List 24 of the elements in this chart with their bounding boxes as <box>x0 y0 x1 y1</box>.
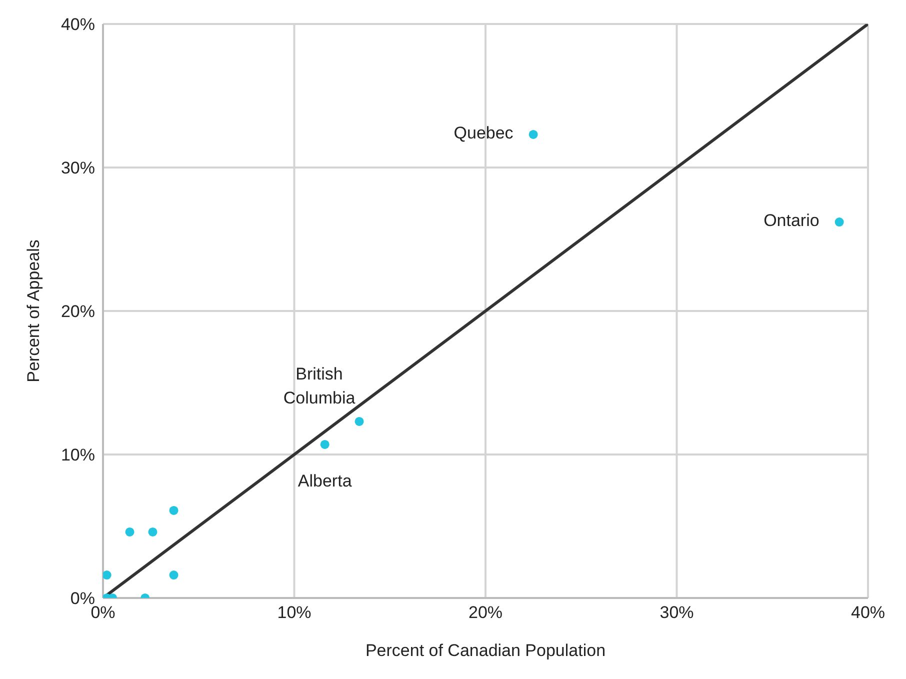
point <box>125 527 134 536</box>
point <box>354 416 364 426</box>
annotation: Quebec <box>454 124 514 143</box>
y-tick-label: 40% <box>60 15 95 34</box>
point <box>169 570 178 580</box>
annotation: British Columbia <box>283 364 356 408</box>
point <box>528 130 538 139</box>
y-tick-label: 10% <box>60 446 95 465</box>
y-tick-label: 20% <box>60 302 95 322</box>
y-tick-label: 30% <box>60 158 95 178</box>
x-tick-label: 40% <box>850 603 886 622</box>
x-tick-label: 20% <box>468 603 503 622</box>
point <box>103 570 112 580</box>
y-axis-title: Percent of Appeals <box>24 240 44 382</box>
x-tick-label: 10% <box>277 603 312 622</box>
point <box>834 218 844 227</box>
x-axis-title: Percent of Canadian Population <box>365 641 606 660</box>
point <box>148 527 158 536</box>
point <box>320 440 330 449</box>
annotation: Alberta <box>298 472 352 491</box>
point <box>169 506 178 515</box>
x-tick-label: 0% <box>90 603 116 622</box>
annotation: Ontario <box>764 212 820 231</box>
x-tick-label: 30% <box>660 603 694 622</box>
